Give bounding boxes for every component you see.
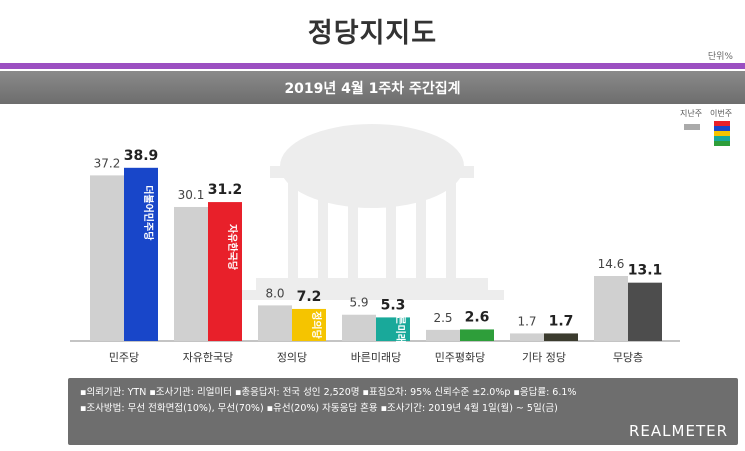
- data-label-previous: 5.9: [349, 296, 368, 310]
- bar-current: [628, 282, 662, 341]
- survey-info-line-2: ▪조사방법: 무선 전화면접(10%), 무선(70%) ▪유선(20%) 자동…: [80, 403, 558, 414]
- brand-logo: REALMETER: [629, 422, 728, 440]
- bar-previous: [174, 206, 208, 341]
- bar-previous: [342, 314, 376, 341]
- legend-current-label: 이번주: [710, 109, 733, 118]
- page-title: 정당지지도: [307, 17, 438, 49]
- data-label-current: 31.2: [208, 182, 243, 198]
- data-label-current: 5.3: [381, 297, 406, 313]
- x-tick-label: 바른미래당: [351, 351, 402, 364]
- legend-previous-label: 지난주: [680, 109, 703, 118]
- bar-previous: [594, 275, 628, 341]
- x-tick-label: 기타 정당: [522, 351, 566, 364]
- bar-current: [460, 329, 494, 341]
- data-label-previous: 1.7: [517, 314, 536, 328]
- data-label-previous: 8.0: [265, 286, 284, 300]
- x-tick-label: 무당층: [613, 351, 643, 364]
- data-label-current: 38.9: [124, 148, 159, 164]
- building-watermark: [240, 124, 504, 300]
- x-tick-label: 민주평화당: [435, 351, 486, 364]
- data-label-current: 13.1: [628, 263, 663, 279]
- bar-logo-label: 자유한국당: [226, 224, 239, 271]
- bar-logo-label: 더불어민주당: [142, 185, 155, 241]
- data-label-previous: 37.2: [94, 156, 121, 170]
- data-label-previous: 14.6: [598, 257, 625, 271]
- x-tick-label: 자유한국당: [183, 351, 234, 364]
- data-label-current: 1.7: [549, 313, 574, 329]
- bar-logo-label: 정의당: [310, 311, 323, 339]
- subtitle: 2019년 4월 1주차 주간집계: [284, 80, 461, 97]
- bar-previous: [90, 175, 124, 341]
- legend-previous-swatch: [684, 124, 700, 130]
- header-divider: [0, 63, 745, 69]
- data-label-current: 2.6: [465, 309, 490, 325]
- chart-area: 더불어민주당 37.2 38.9 민주당 자유한국당 30.1 31.2 자유한국당 정의당 8.…: [0, 104, 745, 370]
- bar-current: [376, 317, 410, 341]
- bar-logo-label: 바른미래당: [394, 306, 407, 353]
- x-tick-label: 정의당: [277, 351, 307, 364]
- bar-previous: [258, 305, 292, 341]
- bar-current: [124, 167, 158, 341]
- unit-label: 단위%: [707, 52, 733, 62]
- bar-previous: [510, 333, 544, 341]
- x-tick-label: 민주당: [109, 351, 139, 364]
- data-label-current: 7.2: [297, 289, 322, 305]
- bar-current: [544, 333, 578, 341]
- survey-info-box: ▪의뢰기관: YTN ▪조사기관: 리얼미터 ▪총응답자: 전국 성인 2,52…: [68, 378, 738, 445]
- bar-current: [292, 308, 326, 341]
- data-label-previous: 2.5: [433, 311, 452, 325]
- legend-current-swatches: [714, 121, 730, 146]
- survey-info-line-1: ▪의뢰기관: YTN ▪조사기관: 리얼미터 ▪총응답자: 전국 성인 2,52…: [80, 387, 577, 398]
- bar-previous: [426, 329, 460, 341]
- data-label-previous: 30.1: [178, 188, 205, 202]
- bar-current: [208, 202, 242, 341]
- subtitle-bar: 2019년 4월 1주차 주간집계: [0, 71, 745, 104]
- legend: 지난주 이번주: [680, 108, 742, 164]
